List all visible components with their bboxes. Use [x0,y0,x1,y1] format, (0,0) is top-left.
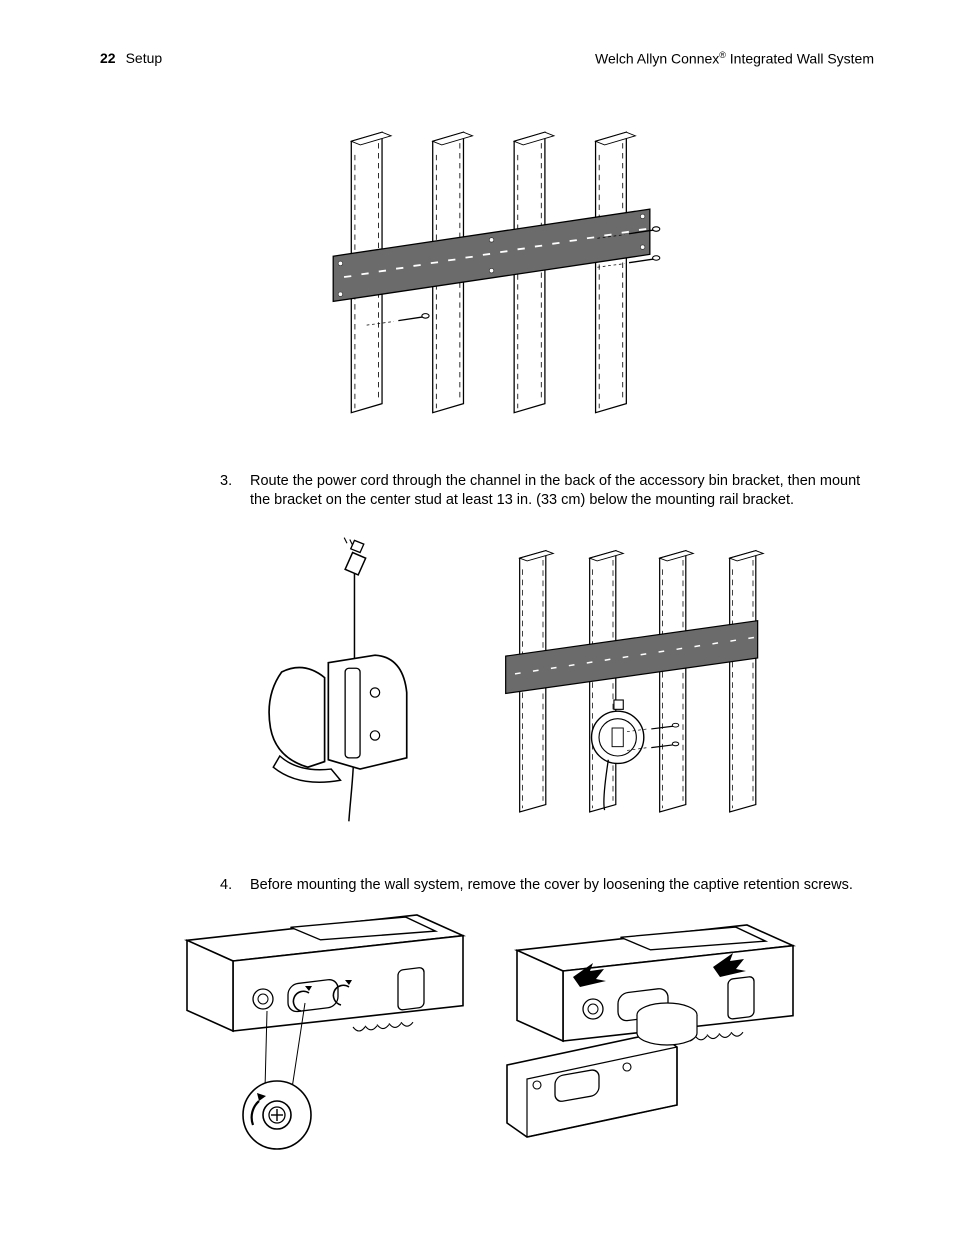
step-number: 4. [220,876,250,896]
doc-title-post: Integrated Wall System [726,51,874,67]
instruction-step-3: 3. Route the power cord through the chan… [220,472,874,511]
mounting-rail-diagram [297,107,677,447]
instruction-step-4: 4. Before mounting the wall system, remo… [220,876,874,896]
step-text: Before mounting the wall system, remove … [250,876,874,896]
page-header: 22 Setup Welch Allyn Connex® Integrated … [100,50,874,67]
figure-accessory-bin [100,521,874,851]
figure-mounting-rail [100,107,874,447]
section-name: Setup [126,50,163,67]
accessory-bin-diagram [207,521,767,851]
step-text: Route the power cord through the channel… [250,472,874,511]
figure-cover-removal [100,905,874,1155]
header-left: 22 Setup [100,50,162,67]
document-page: 22 Setup Welch Allyn Connex® Integrated … [0,0,954,1235]
cover-removal-diagram [167,905,807,1155]
page-number: 22 [100,50,116,67]
step-number: 3. [220,472,250,511]
doc-title-pre: Welch Allyn Connex [595,51,719,67]
registered-mark: ® [719,50,726,60]
header-right: Welch Allyn Connex® Integrated Wall Syst… [595,50,874,67]
